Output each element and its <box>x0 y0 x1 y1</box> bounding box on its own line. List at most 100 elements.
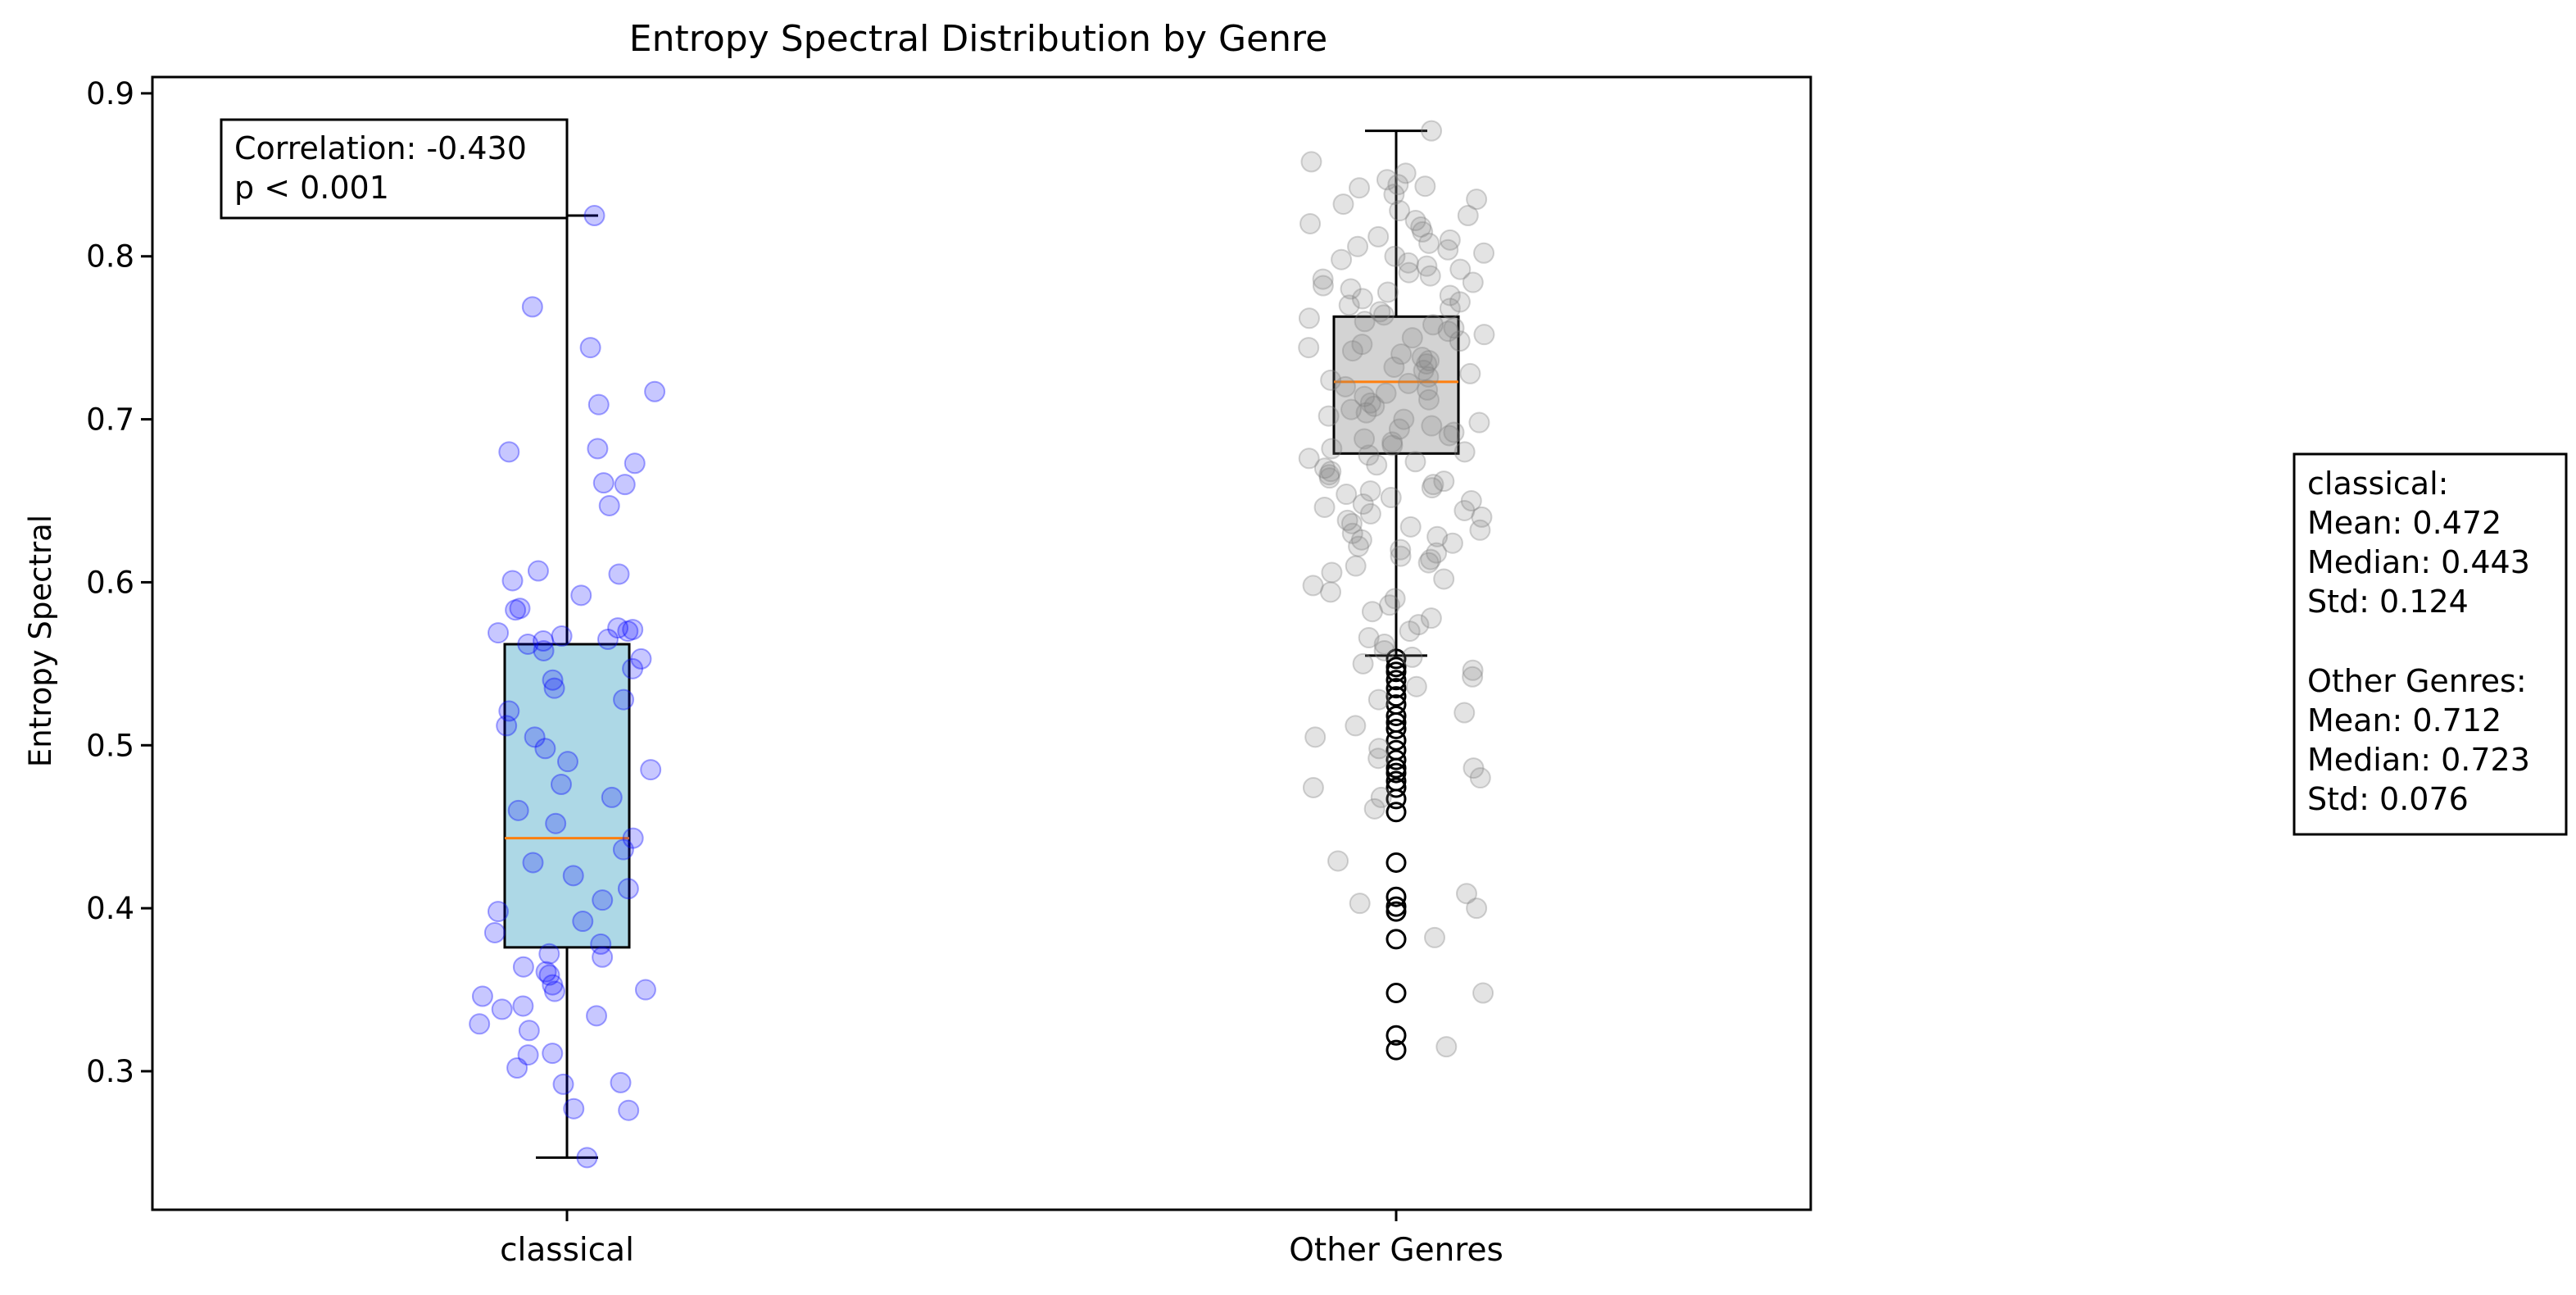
data-point <box>498 441 520 463</box>
data-point <box>1352 493 1374 515</box>
data-point <box>1331 248 1353 270</box>
data-point <box>1438 425 1460 447</box>
data-point <box>1417 552 1440 574</box>
data-point <box>644 380 666 402</box>
y-tick-label: 0.8 <box>86 239 134 275</box>
data-point <box>1463 757 1485 779</box>
data-point <box>1417 379 1439 401</box>
outlier-point <box>1386 762 1407 784</box>
data-point <box>1302 776 1324 798</box>
data-point <box>1298 307 1320 329</box>
data-point <box>1435 1036 1458 1058</box>
data-point <box>1369 301 1391 323</box>
data-point <box>1320 461 1342 483</box>
data-point <box>1336 484 1358 506</box>
data-point <box>1413 359 1435 381</box>
data-point <box>1462 271 1484 293</box>
data-point <box>572 911 594 933</box>
data-point <box>506 1057 528 1079</box>
data-point <box>622 619 644 641</box>
data-point <box>1359 392 1381 414</box>
y-tick-label: 0.5 <box>86 728 134 763</box>
outlier-point <box>1386 670 1407 691</box>
data-point <box>618 1099 640 1121</box>
data-point <box>542 669 564 691</box>
data-point <box>543 980 565 1002</box>
x-tick-label: classical <box>500 1232 634 1269</box>
data-point <box>543 677 565 699</box>
data-point <box>1366 454 1388 476</box>
data-point <box>1462 666 1484 688</box>
data-point <box>598 494 620 516</box>
data-point <box>1332 193 1354 216</box>
data-point <box>1367 688 1390 711</box>
outlier-point <box>1386 718 1407 739</box>
data-point <box>1347 235 1369 257</box>
data-point <box>509 598 531 620</box>
data-point <box>1376 281 1399 303</box>
data-point <box>1381 431 1404 453</box>
data-point <box>496 715 518 737</box>
outlier-point <box>1386 1039 1407 1061</box>
data-point <box>592 472 615 494</box>
data-point <box>1408 614 1430 636</box>
data-point <box>1420 548 1442 570</box>
data-point <box>518 1020 540 1042</box>
data-point <box>1437 320 1459 343</box>
data-point <box>1422 474 1444 496</box>
stats-line: Median: 0.723 <box>2307 742 2530 778</box>
y-tick-label: 0.7 <box>86 402 134 438</box>
data-point <box>1358 444 1380 466</box>
data-point <box>634 979 656 1001</box>
data-point <box>587 393 610 416</box>
data-point <box>583 205 605 227</box>
outlier-point <box>1386 802 1407 823</box>
data-point <box>1359 480 1381 502</box>
data-point <box>512 995 534 1017</box>
data-point <box>1449 258 1472 280</box>
data-point <box>1373 633 1395 655</box>
data-point <box>1335 375 1357 398</box>
data-point <box>1312 268 1334 290</box>
data-point <box>1354 428 1376 450</box>
data-point <box>617 620 639 643</box>
data-point <box>545 812 567 834</box>
data-point <box>592 946 614 968</box>
data-point <box>590 933 612 955</box>
data-point <box>1384 245 1406 267</box>
data-point <box>1410 216 1432 238</box>
data-point <box>1368 738 1390 760</box>
data-point <box>1455 883 1477 905</box>
data-point <box>1363 395 1386 417</box>
data-point <box>1469 519 1491 541</box>
data-point <box>488 622 510 644</box>
data-point <box>1454 441 1476 463</box>
plot-area: 0.3 0.4 0.5 0.6 0.7 0.8 0.9 classical Other Genr… <box>86 76 1503 1269</box>
data-point <box>1355 402 1377 424</box>
outlier-point <box>1386 886 1407 907</box>
data-point <box>1345 555 1367 577</box>
data-point <box>617 878 639 900</box>
data-point <box>586 1005 608 1027</box>
data-point <box>1459 362 1481 384</box>
p-value-text: p < 0.001 <box>234 170 389 206</box>
data-point <box>1424 926 1446 948</box>
data-point <box>1352 652 1374 675</box>
data-point <box>1298 337 1320 359</box>
data-point <box>1417 366 1440 388</box>
data-point <box>1466 897 1488 920</box>
data-point <box>1358 627 1380 649</box>
data-point <box>608 563 630 585</box>
data-point <box>1454 499 1476 521</box>
data-point <box>538 943 560 965</box>
data-point <box>1393 408 1415 430</box>
data-point <box>498 700 520 722</box>
data-point <box>501 570 524 592</box>
stats-line: Mean: 0.472 <box>2307 505 2501 541</box>
data-point <box>624 452 646 475</box>
data-point <box>1416 255 1438 277</box>
data-point <box>1401 327 1423 349</box>
outlier-point <box>1386 896 1407 917</box>
data-point <box>1433 470 1455 493</box>
data-point <box>1383 184 1405 206</box>
